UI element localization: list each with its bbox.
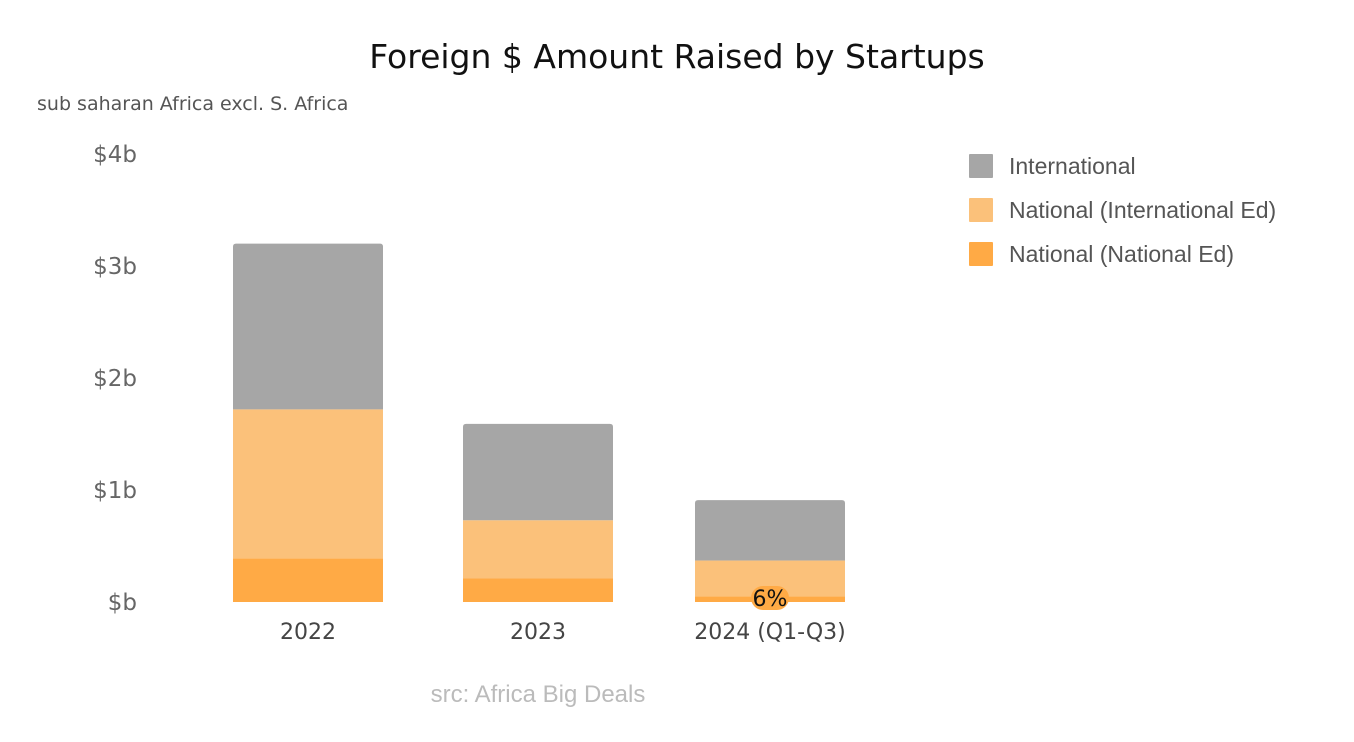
chart-title: Foreign $ Amount Raised by Startups [369,37,984,76]
chart-source: src: Africa Big Deals [431,681,646,708]
annotation-badge [751,586,789,610]
bar-2022-international: International [233,243,383,410]
chart-subtitle: sub saharan Africa excl. S. Africa [37,93,348,115]
bar-2022-national-national-ed: National (National Ed) [233,558,383,602]
annotations: 6% [751,586,789,612]
y-tick-label: $4b [93,142,137,168]
legend: International National (International Ed)… [969,153,1276,267]
bars: National (National Ed)National (Internat… [233,243,845,602]
bar-2024-q1-q3-international: International [695,500,845,561]
legend-label-national-international-ed: National (International Ed) [1009,197,1276,223]
bar-2022-national-international-ed: National (International Ed) [233,409,383,559]
legend-swatch-national-international-ed [969,198,993,222]
x-tick-label: 2022 [280,620,336,645]
x-tick-label: 2023 [510,620,566,645]
bar-2023-international: International [463,423,613,521]
y-tick-label: $3b [93,254,137,280]
legend-swatch-international [969,154,993,178]
y-tick-label: $2b [93,366,137,392]
bar-2023-national-national-ed: National (National Ed) [463,578,613,602]
legend-label-international: International [1009,153,1136,179]
legend-label-national-national-ed: National (National Ed) [1009,241,1234,267]
annotation-label: 6% [753,587,788,612]
x-tick-label: 2024 (Q1-Q3) [694,620,846,645]
bar-2023-national-international-ed: National (International Ed) [463,520,613,579]
y-axis: $b $1b $2b $3b $4b [93,142,137,616]
y-tick-label: $b [108,590,137,616]
y-tick-label: $1b [93,478,137,504]
legend-swatch-national-national-ed [969,242,993,266]
x-axis: 2022 2023 2024 (Q1-Q3) [280,620,846,645]
